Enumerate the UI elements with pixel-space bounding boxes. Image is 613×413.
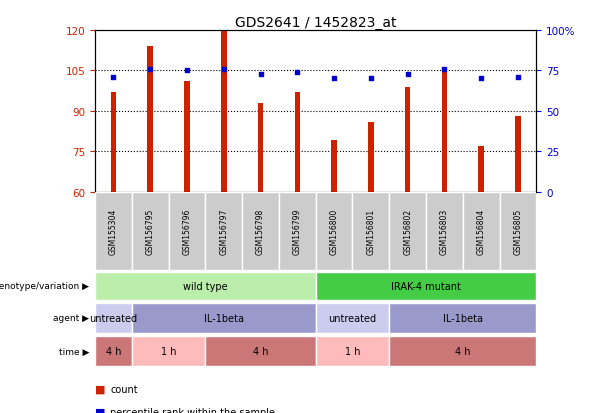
Text: 4 h: 4 h bbox=[253, 346, 268, 356]
FancyBboxPatch shape bbox=[500, 192, 536, 271]
Text: GSM156802: GSM156802 bbox=[403, 208, 412, 254]
Text: IL-1beta: IL-1beta bbox=[204, 313, 244, 323]
Text: GSM155304: GSM155304 bbox=[109, 208, 118, 254]
FancyBboxPatch shape bbox=[169, 192, 205, 271]
Title: GDS2641 / 1452823_at: GDS2641 / 1452823_at bbox=[235, 16, 397, 30]
FancyBboxPatch shape bbox=[316, 336, 389, 366]
Text: ■: ■ bbox=[95, 384, 105, 394]
FancyBboxPatch shape bbox=[463, 192, 500, 271]
Point bbox=[109, 74, 118, 81]
FancyBboxPatch shape bbox=[389, 192, 426, 271]
FancyBboxPatch shape bbox=[426, 192, 463, 271]
Text: 4 h: 4 h bbox=[105, 346, 121, 356]
Point bbox=[513, 74, 523, 81]
Text: GSM156804: GSM156804 bbox=[477, 208, 485, 254]
Bar bbox=[185, 82, 190, 192]
Text: GSM156799: GSM156799 bbox=[293, 208, 302, 254]
Point bbox=[256, 71, 265, 78]
Text: GSM156797: GSM156797 bbox=[219, 208, 228, 254]
Text: genotype/variation ▶: genotype/variation ▶ bbox=[0, 282, 89, 290]
Text: IRAK-4 mutant: IRAK-4 mutant bbox=[391, 281, 461, 291]
Text: GSM156803: GSM156803 bbox=[440, 208, 449, 254]
Point bbox=[440, 66, 449, 73]
FancyBboxPatch shape bbox=[316, 192, 352, 271]
FancyBboxPatch shape bbox=[95, 192, 132, 271]
Point bbox=[292, 69, 302, 76]
FancyBboxPatch shape bbox=[95, 303, 132, 333]
Point bbox=[366, 76, 376, 83]
FancyBboxPatch shape bbox=[316, 303, 389, 333]
Bar bbox=[479, 147, 484, 192]
Text: 4 h: 4 h bbox=[455, 346, 471, 356]
FancyBboxPatch shape bbox=[132, 336, 205, 366]
Text: GSM156801: GSM156801 bbox=[367, 208, 375, 254]
Text: count: count bbox=[110, 384, 138, 394]
FancyBboxPatch shape bbox=[205, 192, 242, 271]
Text: wild type: wild type bbox=[183, 281, 227, 291]
Point bbox=[476, 76, 486, 83]
Point bbox=[182, 68, 192, 74]
Bar bbox=[405, 88, 411, 192]
Bar bbox=[148, 47, 153, 192]
Bar bbox=[258, 103, 264, 192]
Text: 1 h: 1 h bbox=[161, 346, 177, 356]
Point bbox=[219, 66, 229, 73]
Text: percentile rank within the sample: percentile rank within the sample bbox=[110, 407, 275, 413]
Bar bbox=[368, 122, 374, 192]
FancyBboxPatch shape bbox=[389, 303, 536, 333]
FancyBboxPatch shape bbox=[389, 336, 536, 366]
FancyBboxPatch shape bbox=[352, 192, 389, 271]
FancyBboxPatch shape bbox=[132, 303, 316, 333]
FancyBboxPatch shape bbox=[279, 192, 316, 271]
Bar bbox=[111, 93, 116, 192]
FancyBboxPatch shape bbox=[242, 192, 279, 271]
FancyBboxPatch shape bbox=[95, 272, 316, 300]
Text: GSM156795: GSM156795 bbox=[146, 208, 154, 254]
Point bbox=[403, 71, 413, 78]
Text: GSM156798: GSM156798 bbox=[256, 208, 265, 254]
Point bbox=[329, 76, 339, 83]
Text: GSM156800: GSM156800 bbox=[330, 208, 338, 254]
Text: IL-1beta: IL-1beta bbox=[443, 313, 483, 323]
Text: ■: ■ bbox=[95, 407, 105, 413]
FancyBboxPatch shape bbox=[95, 336, 132, 366]
Text: 1 h: 1 h bbox=[345, 346, 360, 356]
Text: GSM156796: GSM156796 bbox=[183, 208, 191, 254]
Bar bbox=[221, 31, 227, 192]
Text: untreated: untreated bbox=[329, 313, 376, 323]
Point bbox=[145, 66, 155, 73]
Bar bbox=[442, 71, 447, 192]
Text: GSM156805: GSM156805 bbox=[514, 208, 522, 254]
FancyBboxPatch shape bbox=[132, 192, 169, 271]
Text: untreated: untreated bbox=[89, 313, 137, 323]
Bar bbox=[516, 117, 521, 192]
FancyBboxPatch shape bbox=[205, 336, 316, 366]
Text: time ▶: time ▶ bbox=[58, 347, 89, 356]
FancyBboxPatch shape bbox=[316, 272, 536, 300]
Text: agent ▶: agent ▶ bbox=[53, 313, 89, 323]
Bar bbox=[295, 93, 300, 192]
Bar bbox=[332, 141, 337, 192]
